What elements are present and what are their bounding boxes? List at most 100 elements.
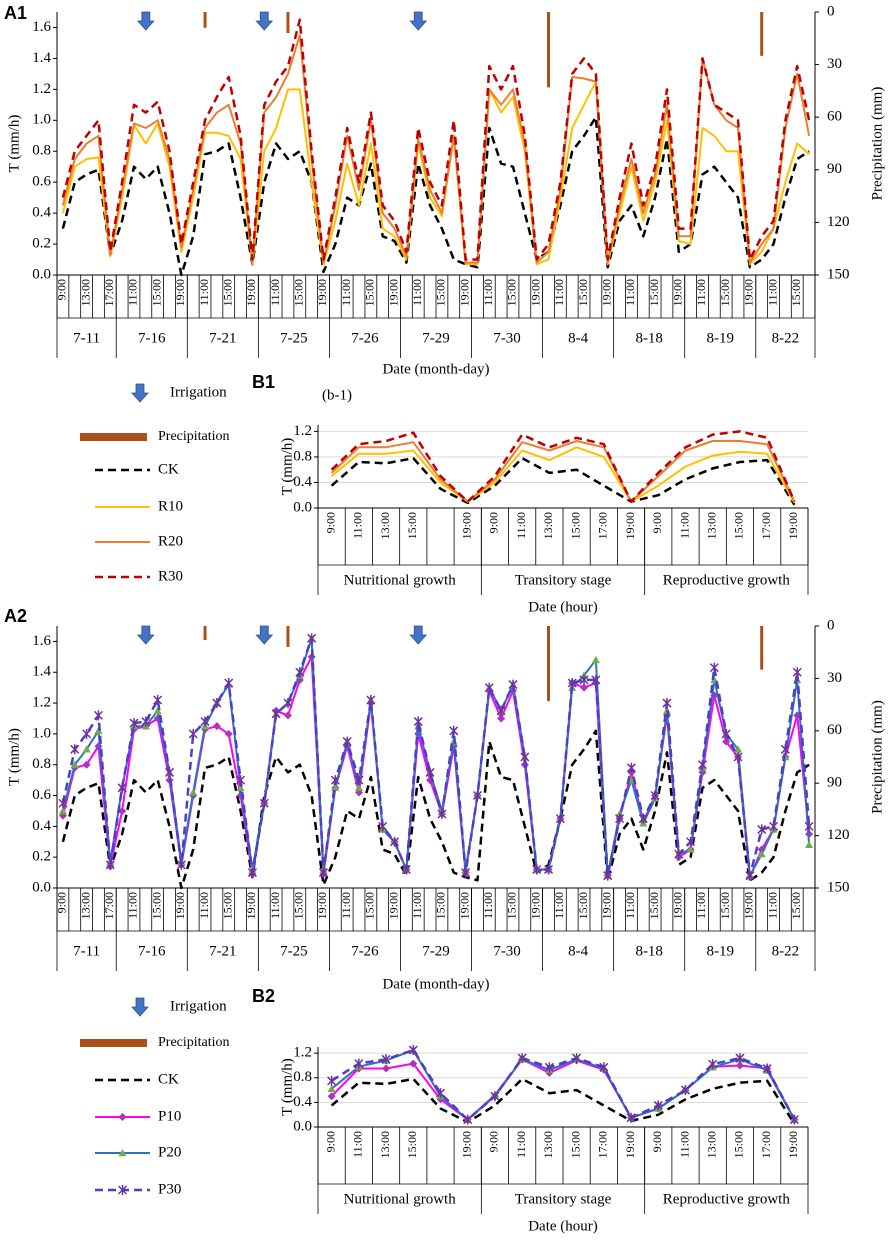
x-tick-label: 9:00 (487, 512, 501, 533)
marker (804, 821, 814, 832)
marker (543, 864, 554, 875)
x-tick-label: 15:00 (220, 279, 234, 306)
marker (735, 1053, 745, 1064)
series-line (61, 115, 810, 277)
marker (283, 711, 292, 720)
group-label: 8-19 (707, 330, 735, 346)
marker (224, 678, 234, 689)
marker (70, 744, 80, 755)
marker (283, 698, 293, 709)
marker (408, 1045, 418, 1056)
x-tick-label: 15:00 (789, 279, 803, 306)
series-line (61, 80, 810, 266)
y-axis-title: T (mm/h) (6, 115, 22, 173)
marker (224, 729, 233, 738)
group-label: 7-25 (280, 330, 308, 346)
x-tick-label: 19:00 (528, 892, 542, 919)
x-axis-title: Date (hour) (528, 1218, 598, 1234)
marker (757, 824, 767, 835)
x-tick-label: 13:00 (78, 892, 92, 919)
marker (733, 752, 743, 762)
y-tick-label: 0.8 (293, 448, 312, 464)
x-tick-label: 17:00 (759, 512, 773, 539)
x-tick-label: 19:00 (315, 279, 329, 306)
marker (579, 674, 589, 685)
marker (638, 813, 648, 824)
series-line (61, 34, 811, 264)
y-axis-title: T (mm/h) (279, 1058, 295, 1116)
x-tick-label: 15:00 (220, 892, 234, 919)
marker (390, 836, 400, 847)
group-label: Transitory stage (515, 1191, 612, 1207)
x-tick-label: 19:00 (623, 1131, 637, 1158)
marker (780, 744, 790, 755)
y-tick-label: 0.2 (32, 849, 51, 865)
x-tick-label: 9:00 (650, 512, 664, 533)
group-label: 7-21 (209, 943, 237, 959)
x-tick-label: 19:00 (173, 892, 187, 919)
marker (318, 867, 329, 878)
marker (580, 671, 589, 679)
marker (599, 1062, 609, 1073)
marker (153, 706, 162, 714)
marker (653, 1100, 663, 1111)
x-tick-label: 11:00 (514, 512, 528, 539)
x-tick-label: 19:00 (315, 892, 329, 919)
y-tick-label: 0.4 (293, 474, 312, 490)
y-tick-label: 0.0 (293, 1118, 312, 1134)
marker (105, 859, 115, 870)
marker (769, 821, 779, 832)
x-tick-label: 19:00 (457, 279, 471, 306)
legend-label: R10 (158, 498, 183, 514)
marker (409, 1059, 418, 1068)
x-tick-label: 17:00 (596, 512, 610, 539)
series-line (61, 655, 811, 879)
legend-marker (118, 1149, 127, 1157)
x-tick-label: 13:00 (541, 512, 555, 539)
y-tick-label: 1.2 (32, 694, 51, 710)
x-tick-label: 11:00 (623, 892, 637, 919)
series-line (330, 1058, 796, 1121)
precipitation-bar (760, 626, 764, 670)
group-label: 7-21 (209, 330, 237, 346)
x-tick-label: 19:00 (671, 279, 685, 306)
x-tick-label: 19:00 (528, 279, 542, 306)
marker (295, 667, 305, 678)
x-tick-label: 15:00 (718, 892, 732, 919)
x-tick-label: 11:00 (126, 892, 140, 919)
y-tick-label: 0.8 (32, 143, 51, 159)
marker (236, 775, 246, 786)
x-tick-label: 11:00 (410, 279, 424, 306)
marker (757, 850, 766, 858)
x-tick-label: 19:00 (671, 892, 685, 919)
x-tick-label: 19:00 (386, 892, 400, 919)
x-tick-label: 11:00 (197, 279, 211, 306)
marker (188, 728, 198, 739)
marker (82, 728, 92, 739)
x-axis-title: Date (hour) (528, 599, 598, 615)
group-label: 7-29 (422, 943, 450, 959)
precipitation-bar (203, 626, 207, 640)
group-label: 8-18 (635, 943, 663, 959)
x-axis-title: Date (month-day) (382, 361, 489, 377)
series-line (330, 1048, 796, 1121)
precipitation-bar (547, 626, 551, 702)
marker (378, 821, 388, 832)
marker (70, 760, 79, 768)
group-label: 8-4 (568, 330, 588, 346)
marker (382, 1064, 391, 1073)
panel-label: A2 (4, 606, 27, 626)
series-line (61, 637, 811, 877)
marker (567, 678, 577, 689)
y-tick-label: 1.2 (32, 81, 51, 97)
x-tick-label: 15:00 (732, 1131, 746, 1158)
marker (709, 662, 719, 673)
marker (674, 849, 684, 860)
marker (129, 718, 139, 729)
marker (686, 845, 695, 853)
marker (425, 767, 435, 778)
y-tick-label: 1.4 (32, 50, 51, 66)
x-tick-label: 11:00 (694, 279, 708, 306)
marker (472, 790, 482, 801)
